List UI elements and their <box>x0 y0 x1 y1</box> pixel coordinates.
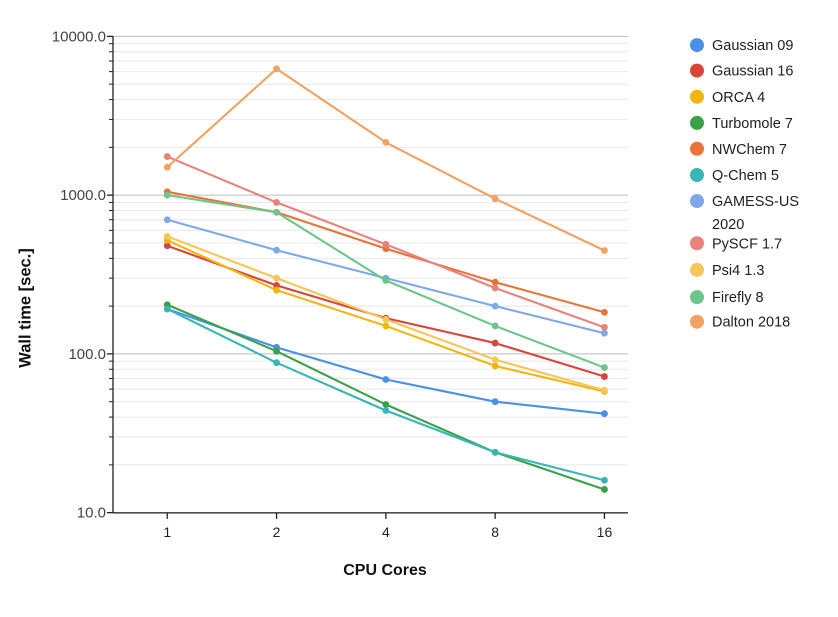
svg-text:16: 16 <box>597 524 613 540</box>
svg-text:Q-Chem 5: Q-Chem 5 <box>712 168 779 184</box>
svg-text:2020: 2020 <box>712 217 744 233</box>
svg-text:Psi4 1.3: Psi4 1.3 <box>712 263 764 279</box>
svg-text:NWChem 7: NWChem 7 <box>712 142 787 158</box>
svg-text:10.0: 10.0 <box>77 505 106 522</box>
svg-text:8: 8 <box>491 524 499 540</box>
svg-text:100.0: 100.0 <box>68 346 106 363</box>
svg-text:ORCA 4: ORCA 4 <box>712 90 765 106</box>
svg-text:Firefly 8: Firefly 8 <box>712 290 764 306</box>
svg-text:1000.0: 1000.0 <box>60 187 106 204</box>
svg-text:10000.0: 10000.0 <box>52 28 106 45</box>
svg-text:Dalton 2018: Dalton 2018 <box>712 315 790 331</box>
svg-text:Gaussian 09: Gaussian 09 <box>712 38 793 54</box>
svg-text:PySCF 1.7: PySCF 1.7 <box>712 236 782 252</box>
svg-text:GAMESS-US: GAMESS-US <box>712 194 799 210</box>
svg-text:4: 4 <box>382 524 390 540</box>
svg-text:Turbomole 7: Turbomole 7 <box>712 116 793 132</box>
svg-text:2: 2 <box>273 524 281 540</box>
svg-text:Gaussian 16: Gaussian 16 <box>712 64 793 80</box>
svg-text:1: 1 <box>163 524 171 540</box>
